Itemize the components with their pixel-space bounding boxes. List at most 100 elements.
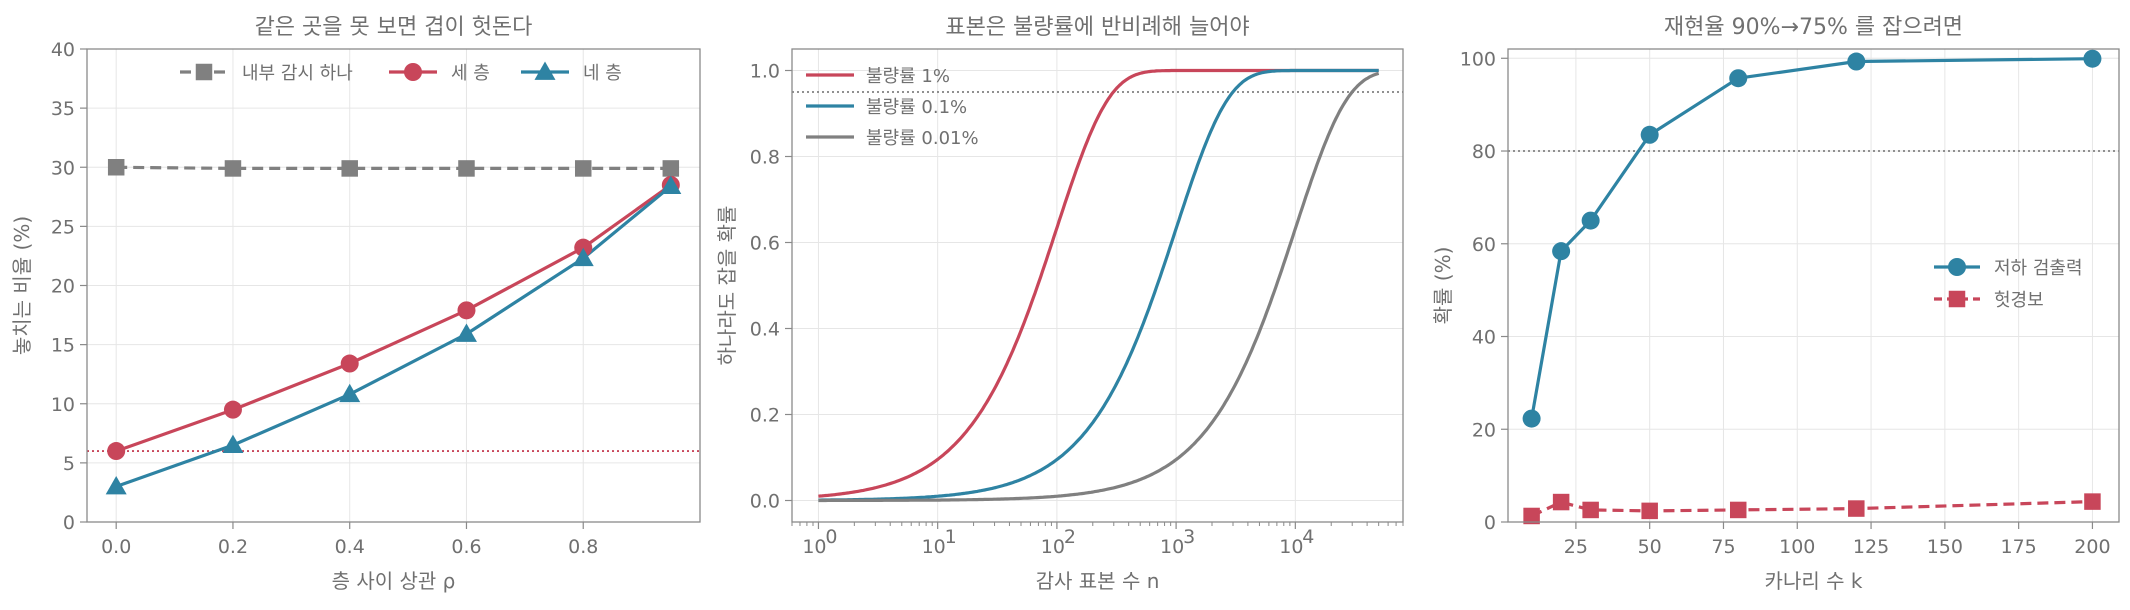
x-tick-label: 10: [922, 536, 946, 558]
data-point: [107, 442, 126, 461]
data-point: [574, 238, 593, 257]
x-tick-label: 10: [1041, 536, 1065, 558]
data-point: [574, 160, 592, 177]
x-tick-label: 100: [1779, 536, 1815, 558]
data-point: [457, 301, 476, 320]
y-tick-label: 20: [1472, 419, 1496, 441]
y-tick-label: 35: [51, 98, 75, 120]
x-tick-label: 0.0: [101, 536, 131, 558]
y-tick-label: 0: [1484, 512, 1496, 534]
data-point: [1641, 502, 1658, 520]
y-tick-label: 80: [1472, 141, 1496, 163]
y-tick-label: 5: [63, 453, 75, 475]
chart-missed-ratio: 0.0 0.2 0.4 0.6 0.8 0 5 10 15 20 25 30 35 40 같은 곳을 못 보…: [10, 15, 701, 593]
y-tick-label: 0: [63, 512, 75, 534]
series-layer: [818, 68, 1380, 503]
x-tick-label: 75: [1711, 536, 1735, 558]
data-point: [339, 383, 361, 403]
x-tick-label: 10: [1279, 536, 1303, 558]
legend: 내부 감시 하나 세 층 네 층: [180, 61, 622, 84]
data-point: [1552, 493, 1570, 511]
chart-canary-count: 25 50 75 100 125 150 175 200 0 20 40 60 80 100 재현율 90%…: [1431, 15, 2120, 593]
x-tick-label-exponent: 0: [825, 526, 837, 548]
data-point: [1729, 69, 1748, 88]
x-axis-label: 층 사이 상관 ρ: [332, 569, 456, 593]
y-tick-label: 40: [51, 39, 75, 61]
x-tick-label: 0.4: [335, 536, 365, 558]
legend: 불량률 1% 불량률 0.1% 불량률 0.01%: [806, 66, 979, 149]
legend-label: 저하 검출력: [1994, 258, 2083, 279]
legend-label: 세 층: [451, 63, 490, 84]
series-line: [818, 71, 1380, 503]
y-tick-label: 0.8: [750, 147, 780, 169]
data-point: [660, 175, 682, 195]
series-layer: [115, 165, 672, 489]
plot-frame: [791, 48, 1404, 523]
y-tick-label: 15: [51, 335, 75, 357]
legend-marker: [404, 63, 422, 81]
x-tick-label: 50: [1638, 536, 1662, 558]
x-tick-label: 0.6: [451, 536, 481, 558]
legend-label: 헛경보: [1994, 290, 2044, 311]
x-axis-label: 감사 표본 수 n: [1036, 569, 1160, 593]
data-point: [1523, 507, 1540, 525]
data-point: [1522, 409, 1541, 428]
x-tick-label: 125: [1853, 536, 1889, 558]
legend-marker: [534, 61, 556, 80]
x-tick-label: 10: [802, 536, 826, 558]
data-point: [2084, 493, 2101, 510]
legend-marker: [1948, 258, 1966, 276]
series-line: [116, 165, 671, 170]
x-tick-label: 200: [2074, 536, 2110, 558]
series-line: [115, 184, 672, 489]
x-tick-label: 25: [1564, 536, 1588, 558]
data-point: [1640, 125, 1659, 144]
data-point: [1552, 242, 1571, 261]
chart-title: 같은 곳을 못 보면 겹이 헛돈다: [255, 15, 533, 40]
x-axis-label: 카나리 수 k: [1765, 569, 1863, 593]
legend-label: 네 층: [583, 63, 622, 84]
data-point: [223, 400, 242, 419]
x-tick-label: 150: [1927, 536, 1963, 558]
data-point: [224, 160, 242, 177]
data-point: [1582, 501, 1599, 519]
x-tick-label: 175: [2001, 536, 2037, 558]
series-line: [115, 183, 672, 453]
y-tick-label: 0.4: [750, 319, 780, 341]
data-point: [222, 434, 244, 454]
x-tick-label: 0.8: [568, 536, 598, 558]
series-line: [1530, 57, 2093, 419]
y-tick-label: 40: [1472, 327, 1496, 349]
data-point: [1729, 501, 1747, 519]
x-tick-label-exponent: 1: [945, 526, 957, 548]
x-tick-label: 0.2: [218, 536, 248, 558]
legend-label: 불량률 0.01%: [866, 128, 979, 149]
x-tick-label-exponent: 3: [1183, 526, 1195, 548]
plot-frame: [1507, 48, 2120, 523]
x-tick-label-exponent: 2: [1064, 526, 1076, 548]
chart-title: 표본은 불량률에 반비례해 늘어야: [945, 15, 1249, 40]
data-point: [1847, 52, 1866, 71]
series-layer: [1530, 57, 2093, 518]
y-tick-label: 30: [51, 157, 75, 179]
y-tick-label: 25: [51, 216, 75, 238]
y-tick-label: 10: [51, 394, 75, 416]
y-tick-label: 0.0: [750, 491, 780, 513]
data-point: [105, 476, 127, 495]
data-point: [458, 160, 475, 177]
data-point: [662, 160, 680, 177]
y-tick-label: 20: [51, 276, 75, 298]
chart-title: 재현율 90%→75% 를 잡으려면: [1664, 15, 1963, 40]
legend-marker: [195, 63, 213, 81]
data-point: [572, 247, 594, 267]
data-point: [455, 323, 477, 342]
legend-marker: [1948, 290, 1966, 308]
legend-label: 내부 감시 하나: [242, 63, 353, 84]
data-point: [107, 159, 125, 176]
y-tick-label: 1.0: [750, 61, 780, 83]
legend-label: 불량률 0.1%: [866, 97, 967, 118]
data-point: [2083, 49, 2102, 68]
